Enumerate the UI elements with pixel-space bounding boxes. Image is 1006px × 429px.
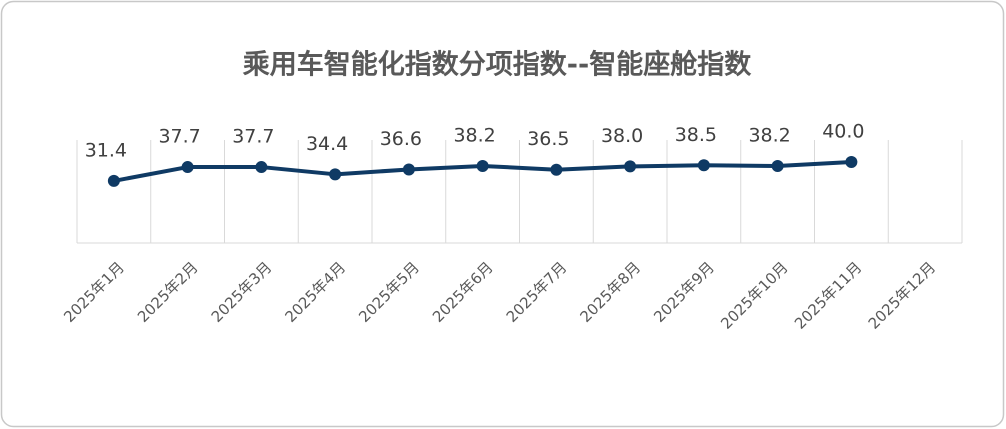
data-label: 38.2 bbox=[748, 124, 790, 146]
point-marker bbox=[402, 163, 415, 176]
point-marker bbox=[107, 174, 120, 187]
data-label: 36.6 bbox=[380, 128, 422, 150]
data-label: 40.0 bbox=[822, 121, 864, 143]
point-marker bbox=[255, 161, 268, 174]
point-marker bbox=[181, 161, 194, 174]
point-marker bbox=[624, 160, 637, 173]
data-label: 34.4 bbox=[306, 133, 348, 155]
data-label: 31.4 bbox=[85, 139, 127, 161]
point-marker bbox=[697, 159, 710, 172]
point-marker bbox=[771, 159, 784, 172]
point-marker bbox=[476, 159, 489, 172]
point-marker bbox=[845, 156, 858, 168]
chart-title: 乘用车智能化指数分项指数--智能座舱指数 bbox=[242, 49, 752, 81]
data-label: 38.0 bbox=[601, 125, 643, 147]
data-label: 38.2 bbox=[453, 124, 495, 146]
point-marker bbox=[550, 163, 563, 176]
data-label: 37.7 bbox=[232, 126, 274, 148]
point-marker bbox=[329, 168, 342, 181]
data-label: 37.7 bbox=[158, 126, 200, 148]
data-label: 38.5 bbox=[675, 124, 717, 146]
data-label: 36.5 bbox=[527, 128, 569, 150]
